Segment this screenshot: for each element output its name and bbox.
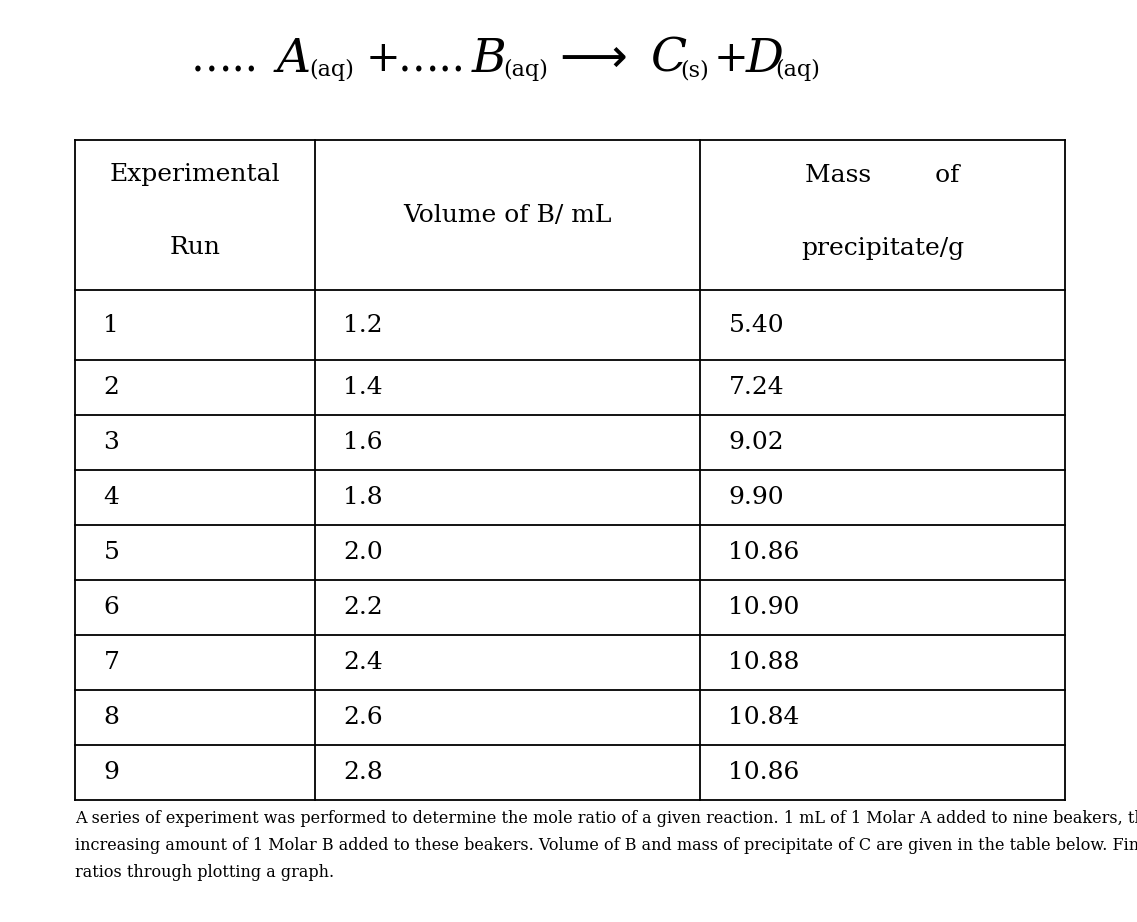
Text: …..: ….. xyxy=(191,38,259,80)
Text: +: + xyxy=(714,38,749,80)
Text: (aq): (aq) xyxy=(775,59,820,81)
Text: 3: 3 xyxy=(103,431,119,454)
Text: 10.90: 10.90 xyxy=(729,596,799,619)
Text: 5.40: 5.40 xyxy=(729,313,785,337)
Text: 9.02: 9.02 xyxy=(729,431,785,454)
Text: 9.90: 9.90 xyxy=(729,486,785,509)
Text: 1.6: 1.6 xyxy=(343,431,383,454)
Text: Volume of B/ mL: Volume of B/ mL xyxy=(404,204,612,227)
Text: 2.4: 2.4 xyxy=(343,651,383,674)
Text: B: B xyxy=(472,36,507,82)
Text: …..: ….. xyxy=(398,38,466,80)
Text: 10.88: 10.88 xyxy=(729,651,799,674)
Text: 10.84: 10.84 xyxy=(729,706,799,729)
Text: C: C xyxy=(650,36,687,82)
Text: A: A xyxy=(276,36,310,82)
Text: 10.86: 10.86 xyxy=(729,541,799,564)
Text: 2: 2 xyxy=(103,376,119,399)
Text: 8: 8 xyxy=(103,706,119,729)
Text: 2.6: 2.6 xyxy=(343,706,383,729)
Text: 1.8: 1.8 xyxy=(343,486,383,509)
Text: 2.2: 2.2 xyxy=(343,596,383,619)
Text: 6: 6 xyxy=(103,596,119,619)
Text: A series of experiment was performed to determine the mole ratio of a given reac: A series of experiment was performed to … xyxy=(75,810,1137,881)
Text: Mass        of: Mass of xyxy=(805,163,960,186)
Text: 7: 7 xyxy=(103,651,119,674)
Text: 5: 5 xyxy=(103,541,119,564)
Text: Experimental: Experimental xyxy=(109,163,281,186)
Text: 2.8: 2.8 xyxy=(343,761,383,784)
Text: 7.24: 7.24 xyxy=(729,376,785,399)
Text: 1.2: 1.2 xyxy=(343,313,383,337)
Text: D: D xyxy=(746,36,783,82)
Text: ⟶: ⟶ xyxy=(559,37,628,81)
Text: (aq): (aq) xyxy=(309,59,354,81)
Text: 2.0: 2.0 xyxy=(343,541,383,564)
Text: 10.86: 10.86 xyxy=(729,761,799,784)
Text: (aq): (aq) xyxy=(504,59,548,81)
Text: 1: 1 xyxy=(103,313,119,337)
Text: 1.4: 1.4 xyxy=(343,376,383,399)
Text: (s): (s) xyxy=(680,59,708,81)
Text: Run: Run xyxy=(169,237,221,259)
Text: +: + xyxy=(366,38,401,80)
Text: 9: 9 xyxy=(103,761,119,784)
Text: precipitate/g: precipitate/g xyxy=(800,237,964,259)
Text: 4: 4 xyxy=(103,486,119,509)
